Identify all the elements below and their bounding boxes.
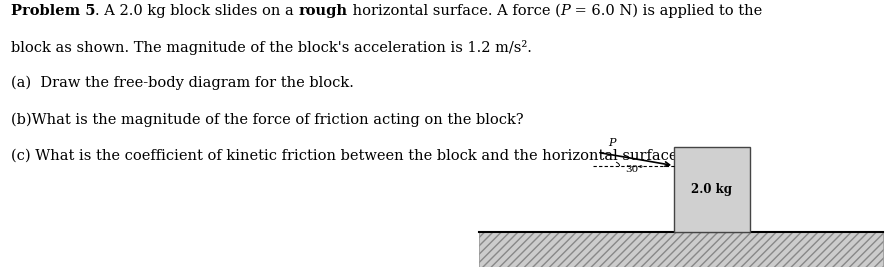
Text: (c) What is the coefficient of kinetic friction between the block and the horizo: (c) What is the coefficient of kinetic f… [11,148,684,162]
Text: 30°: 30° [625,165,643,174]
Text: 2.0 kg: 2.0 kg [690,183,732,196]
Text: block as shown. The magnitude of the block's acceleration is 1.2 m/s².: block as shown. The magnitude of the blo… [11,40,531,55]
Bar [478,232,882,267]
Text: Problem 5: Problem 5 [11,4,95,18]
Text: . A 2.0 kg block slides on a: . A 2.0 kg block slides on a [95,4,299,18]
Text: P: P [560,4,570,18]
Text: horizontal surface. A force (: horizontal surface. A force ( [347,4,560,18]
Text: (a)  Draw the free-body diagram for the block.: (a) Draw the free-body diagram for the b… [11,76,354,91]
Text: = 6.0 N) is applied to the: = 6.0 N) is applied to the [570,4,762,18]
Bar [673,147,749,232]
Text: P: P [607,138,615,148]
Text: rough: rough [299,4,347,18]
Text: (b)What is the magnitude of the force of friction acting on the block?: (b)What is the magnitude of the force of… [11,112,523,127]
